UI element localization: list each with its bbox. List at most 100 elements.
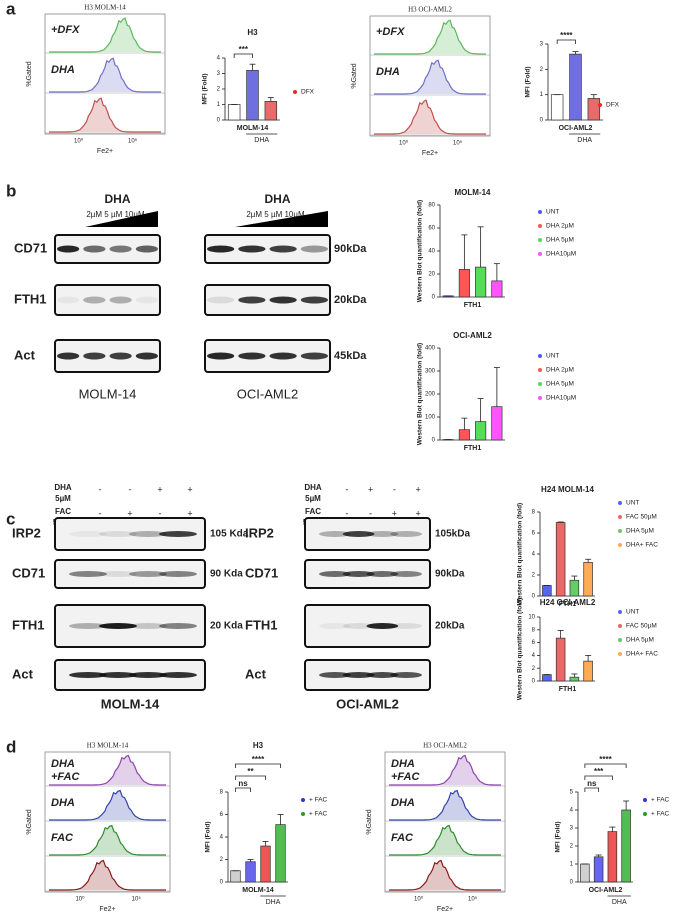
blot-band [207, 296, 235, 304]
blot-size: 105 Kda [210, 529, 249, 540]
y-tick-label: 2 [220, 857, 224, 863]
blot-band [269, 296, 297, 304]
blot-band [319, 672, 351, 678]
histogram-peak [389, 754, 501, 786]
condition-name: 5µM [305, 494, 321, 503]
condition-sign: + [392, 508, 397, 518]
histogram-peak [49, 57, 161, 93]
histogram-peak [389, 824, 501, 856]
bar [555, 522, 566, 597]
condition-sign: - [99, 484, 102, 494]
blot-size: 45kDa [334, 350, 367, 362]
y-axis-label: MFI (Fold) [555, 821, 562, 852]
blot-doses: 2µM 5 µM 10µM [246, 210, 305, 219]
blot-frame [54, 284, 161, 316]
y-tick-label: 0 [432, 295, 436, 301]
blot-frame [204, 234, 331, 264]
y-tick-label: 0 [532, 679, 536, 685]
x-axis-label: OCI-AML2 [559, 125, 593, 132]
histogram-frame [384, 751, 506, 893]
histogram-frame [44, 751, 171, 893]
y-tick-label: 8 [532, 627, 536, 633]
blot-band [109, 245, 132, 253]
histogram-frame [369, 15, 491, 137]
histogram-ylabel: %Gated [26, 809, 33, 834]
legend-label: DHA 2µM [546, 367, 574, 374]
legend-label: DHA 5µM [546, 381, 574, 388]
chart-title: OCI-AML2 [453, 331, 492, 340]
y-tick-label: 6 [532, 640, 536, 646]
legend-marker [618, 529, 622, 533]
histogram-xlabel: Fe2+ [422, 150, 438, 157]
y-tick-label: 1 [217, 102, 221, 108]
condition-sign: + [187, 508, 192, 518]
y-axis-label: MFI (Fold) [205, 821, 212, 852]
y-tick-label: 8 [532, 510, 536, 516]
histogram-label: +FAC [51, 771, 80, 783]
blot-cell-line: MOLM-14 [79, 386, 137, 401]
significance-bracket [556, 39, 576, 44]
histogram-xtick: 10⁰ [74, 138, 84, 145]
legend-label: FAC 50µM [626, 514, 657, 521]
y-tick-label: 40 [428, 249, 435, 255]
y-tick-label: 6 [220, 812, 224, 818]
y-axis-label: Western Blot quantification (fold) [417, 343, 424, 445]
y-tick-label: 2 [532, 666, 536, 672]
bar [491, 406, 503, 441]
legend-label: UNT [626, 500, 639, 507]
blot-band [57, 296, 80, 304]
chart-title: MOLM-14 [455, 188, 492, 197]
blot-size: 90 Kda [210, 569, 243, 580]
histogram-label: DHA [376, 66, 400, 78]
legend-marker [618, 638, 622, 642]
significance-label: **** [599, 755, 612, 764]
blot-band [300, 245, 328, 253]
legend-marker [538, 382, 542, 386]
blot-band [159, 571, 197, 577]
histogram-xtick: 10⁰ [399, 140, 409, 147]
histogram-xtick: 10⁵ [453, 140, 463, 147]
blot-frame [204, 339, 331, 373]
condition-sign: + [368, 484, 373, 494]
bar [569, 676, 580, 682]
blot-band [99, 571, 137, 577]
significance-bracket [584, 787, 600, 792]
y-tick-label: 4 [532, 653, 536, 659]
histogram-peak [49, 789, 166, 821]
bar [264, 101, 278, 121]
panel-label: d [6, 737, 16, 756]
blot-band [99, 531, 137, 537]
x-axis-label: FTH1 [559, 686, 577, 693]
bar [230, 870, 241, 883]
y-tick-label: 0 [540, 118, 544, 124]
condition-sign: + [127, 508, 132, 518]
blot-band [69, 531, 107, 537]
blot-row-label: FTH1 [12, 617, 45, 632]
blot-band [342, 531, 375, 537]
blot-band [129, 571, 167, 577]
histogram-title: H3 MOLM-14 [87, 742, 129, 750]
blot-band [342, 571, 375, 577]
blot-row-label: Act [14, 347, 36, 362]
blot-band [135, 352, 158, 360]
blot-band [342, 672, 375, 678]
legend-marker [538, 252, 542, 256]
blot-size: 20kDa [435, 621, 465, 632]
blot-band [390, 571, 422, 577]
legend-marker [301, 798, 305, 802]
y-tick-label: 0 [220, 880, 224, 886]
blot-band [366, 571, 399, 577]
panel-label: a [6, 0, 16, 18]
significance-label: **** [252, 755, 265, 764]
bar [555, 637, 566, 682]
y-tick-label: 0 [570, 880, 574, 886]
legend-label: + FAC [651, 797, 670, 804]
x-axis-label: FTH1 [464, 302, 482, 309]
histogram-label: DHA [51, 797, 75, 809]
histogram-xlabel: Fe2+ [437, 906, 453, 912]
blot-frame [54, 234, 161, 264]
condition-sign: + [415, 484, 420, 494]
group-label: DHA [612, 899, 627, 906]
significance-label: ns [587, 779, 597, 788]
histogram-xlabel: Fe2+ [97, 148, 113, 155]
